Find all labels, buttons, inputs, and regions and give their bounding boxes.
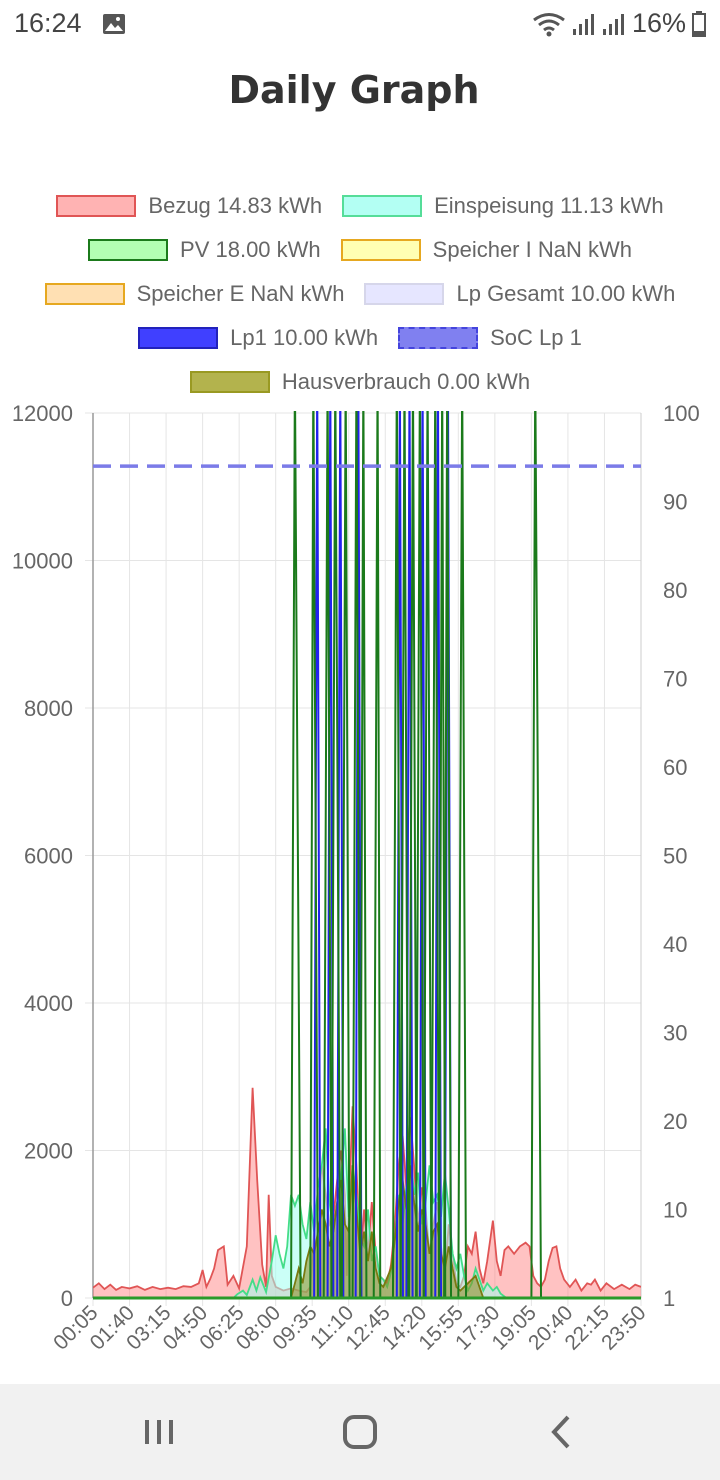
y-right-tick-label: 90 [663, 490, 687, 515]
pv-spike [457, 411, 468, 1298]
legend-row: Lp1 10.00 kWh SoC Lp 1 [0, 316, 720, 360]
legend-label: Lp1 10.00 kWh [230, 325, 379, 350]
y-right-tick-label: 30 [663, 1021, 687, 1046]
page-title: Daily Graph [228, 68, 480, 112]
back-icon[interactable] [540, 1412, 584, 1452]
pv-spike [391, 411, 402, 1298]
pv-spike [330, 411, 342, 1298]
legend-item[interactable]: Speicher E NaN kWh [44, 281, 345, 307]
y-left-tick-label: 4000 [24, 991, 73, 1016]
legend-label: Bezug 14.83 kWh [148, 193, 323, 218]
y-right-tick-label: 60 [663, 755, 687, 780]
daily-graph-chart: 12000 10000 8000 6000 4000 2000 0 100 90 80 70 60 50… [12, 401, 700, 1355]
legend-label: SoC Lp 1 [490, 325, 582, 350]
pv-spike [290, 411, 302, 1298]
pv-spike [359, 411, 368, 1298]
legend-label: Einspeisung 11.13 kWh [434, 193, 664, 218]
pv-spike [309, 411, 319, 1298]
legend-swatch [398, 327, 479, 349]
pv-spike [415, 411, 425, 1298]
y-right-tick-label: 1 [663, 1286, 675, 1311]
wifi-icon [533, 12, 565, 36]
status-time: 16:24 [14, 8, 82, 38]
pv-spike [530, 411, 543, 1298]
y-right-tick-label: 10 [663, 1198, 687, 1223]
gallery-icon [103, 14, 125, 34]
legend-row: Hausverbrauch 0.00 kWh [0, 360, 720, 404]
y-right-tick-label: 40 [663, 932, 687, 957]
legend-swatch [342, 195, 423, 217]
home-icon[interactable] [338, 1412, 382, 1452]
pv-spike [430, 411, 441, 1298]
pv-spike [340, 411, 351, 1298]
legend-item[interactable]: Speicher I NaN kWh [340, 237, 632, 263]
legend-label: Speicher I NaN kWh [432, 237, 632, 262]
battery-percent: 16% [631, 8, 686, 38]
pv-spike [408, 411, 418, 1298]
legend-swatch [189, 371, 270, 393]
legend-item[interactable]: SoC Lp 1 [398, 325, 582, 351]
y-left-tick-label: 6000 [24, 844, 73, 869]
legend-swatch [138, 327, 219, 349]
signal-icon-2 [602, 13, 624, 35]
legend-swatch [340, 239, 421, 261]
legend-row: PV 18.00 kWh Speicher I NaN kWh [0, 228, 720, 272]
pv-spike [443, 411, 453, 1298]
legend-swatch [88, 239, 169, 261]
legend-swatch [364, 283, 445, 305]
pv-spike [351, 411, 362, 1298]
legend-label: Lp Gesamt 10.00 kWh [456, 281, 676, 306]
status-right: 16% [532, 8, 706, 39]
navigation-bar [0, 1384, 720, 1480]
legend-item[interactable]: Bezug 14.83 kWh [56, 193, 322, 219]
legend-label: Speicher E NaN kWh [136, 281, 345, 306]
legend-swatch [44, 283, 125, 305]
legend-item[interactable]: Einspeisung 11.13 kWh [342, 193, 664, 219]
y-left-tick-label: 2000 [24, 1139, 73, 1164]
recent-apps-icon[interactable] [137, 1412, 181, 1452]
y-right-tick-label: 80 [663, 578, 687, 603]
y-left-tick-label: 8000 [24, 696, 73, 721]
legend-item[interactable]: Lp1 10.00 kWh [138, 325, 378, 351]
legend-label: PV 18.00 kWh [180, 237, 321, 262]
signal-icon-1 [572, 13, 594, 35]
y-left-tick-label: 10000 [12, 549, 73, 574]
status-bar: 16:24 16% [0, 0, 720, 52]
y-right-tick-label: 70 [663, 667, 687, 692]
y-right-tick-label: 50 [663, 844, 687, 869]
pv-spike [399, 411, 410, 1298]
legend-item[interactable]: PV 18.00 kWh [88, 237, 321, 263]
legend-row: Bezug 14.83 kWh Einspeisung 11.13 kWh [0, 184, 720, 228]
battery-icon [692, 10, 706, 37]
y-right-tick-label: 20 [663, 1109, 687, 1134]
lp1-spike [313, 411, 322, 1298]
pv-spike [372, 411, 382, 1298]
y-right-tick-label: 100 [663, 401, 700, 426]
legend-swatch [56, 195, 137, 217]
y-left-tick-label: 0 [61, 1286, 73, 1311]
legend-item[interactable]: Hausverbrauch 0.00 kWh [189, 369, 531, 395]
pv-spike [422, 411, 433, 1298]
chart-legend: Bezug 14.83 kWh Einspeisung 11.13 kWh PV 1… [0, 184, 720, 404]
legend-item[interactable]: Lp Gesamt 10.00 kWh [364, 281, 675, 307]
legend-label: Hausverbrauch 0.00 kWh [281, 369, 531, 394]
y-left-tick-label: 12000 [12, 401, 73, 426]
legend-row: Speicher E NaN kWh Lp Gesamt 10.00 kWh [0, 272, 720, 316]
pv-spike [322, 411, 333, 1298]
